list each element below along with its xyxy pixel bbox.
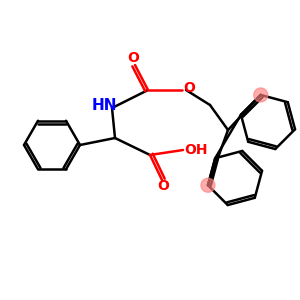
- Text: O: O: [157, 179, 169, 193]
- Text: O: O: [183, 81, 195, 95]
- Circle shape: [254, 88, 268, 102]
- Text: OH: OH: [184, 143, 208, 157]
- Text: O: O: [127, 51, 139, 65]
- Text: HN: HN: [91, 98, 117, 112]
- Circle shape: [201, 178, 215, 192]
